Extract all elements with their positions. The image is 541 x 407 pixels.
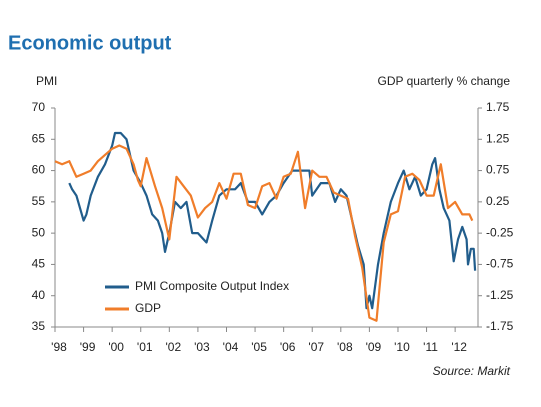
x-tick-label: '99 — [80, 340, 96, 354]
x-tick-label: '10 — [394, 340, 410, 354]
x-tick-label: '08 — [337, 340, 353, 354]
source: Source: Markit — [433, 364, 511, 378]
y-tick-label: 40 — [32, 288, 46, 302]
x-tick-label: '05 — [251, 340, 267, 354]
y-tick-label: 65 — [32, 131, 46, 145]
y-tick-label: 55 — [32, 194, 46, 208]
y2-tick-label: 0.25 — [486, 194, 510, 208]
y2-axis-label: GDP quarterly % change — [377, 74, 510, 88]
legend-label: GDP — [135, 301, 161, 315]
y2-tick-label: 1.25 — [486, 131, 510, 145]
x-tick-label: '00 — [108, 340, 124, 354]
x-tick-label: '01 — [137, 340, 153, 354]
series-line — [54, 144, 474, 322]
x-tick-label: '11 — [423, 340, 438, 354]
y-tick-label: 60 — [32, 163, 46, 177]
x-tick-label: '07 — [308, 340, 324, 354]
legend-label: PMI Composite Output Index — [135, 279, 289, 293]
y-axis-label: PMI — [36, 74, 57, 88]
chart-title: Economic output — [8, 32, 172, 54]
y-tick-label: 35 — [32, 319, 46, 333]
y2-tick-label: -0.75 — [486, 257, 514, 271]
y-tick-label: 45 — [32, 257, 46, 271]
x-tick-label: '04 — [223, 340, 239, 354]
y2-tick-label: -1.25 — [486, 288, 514, 302]
x-tick-label: '02 — [166, 340, 182, 354]
y2-tick-label: -0.25 — [486, 225, 514, 239]
y-tick-label: 70 — [32, 100, 46, 114]
x-tick-label: '03 — [194, 340, 210, 354]
y2-tick-label: 0.75 — [486, 163, 510, 177]
x-tick-label: '06 — [280, 340, 296, 354]
y-tick-label: 50 — [32, 225, 46, 239]
x-tick-label: '98 — [51, 340, 67, 354]
y2-tick-label: 1.75 — [486, 100, 510, 114]
x-tick-label: '09 — [366, 340, 382, 354]
x-tick-label: '12 — [451, 340, 467, 354]
y2-tick-label: -1.75 — [486, 319, 514, 333]
